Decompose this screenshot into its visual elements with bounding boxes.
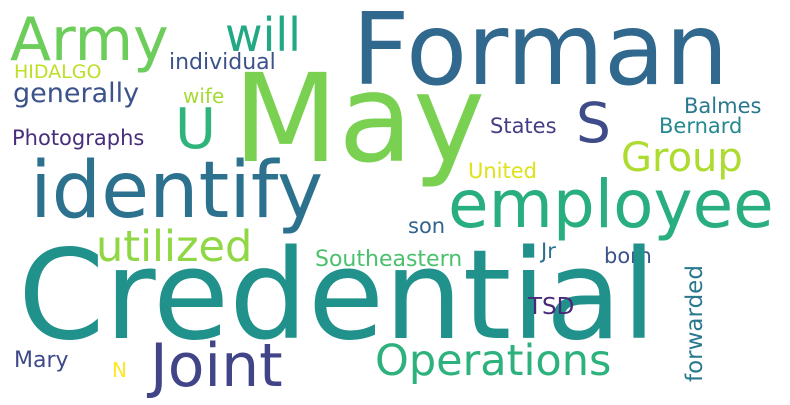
- word-southeastern: Southeastern: [315, 247, 463, 272]
- word-wife: wife: [183, 84, 225, 108]
- word-n: N: [112, 358, 127, 382]
- word-states: States: [490, 114, 557, 138]
- word-identify: identify: [30, 146, 324, 236]
- word-individual: individual: [169, 50, 276, 75]
- word-born: born: [604, 244, 652, 268]
- word-united: United: [468, 159, 537, 183]
- word-joint: Joint: [150, 331, 283, 401]
- word-group: Group: [621, 135, 743, 181]
- word-employee: employee: [448, 166, 774, 243]
- word-generally: generally: [13, 78, 140, 109]
- word-will: will: [225, 8, 301, 62]
- word-utilized: utilized: [96, 222, 253, 272]
- word-balmes: Balmes: [684, 94, 762, 118]
- word-forman: Forman: [352, 0, 729, 108]
- word-jr: Jr: [541, 239, 556, 263]
- word-credential: Credential: [18, 224, 657, 368]
- word-hidalgo: HIDALGO: [14, 61, 102, 83]
- word-army: Army: [10, 5, 169, 75]
- word-s: S: [576, 91, 611, 155]
- word-mary: Mary: [14, 348, 69, 373]
- word-bernard: Bernard: [659, 114, 743, 138]
- word-may: May: [233, 48, 486, 190]
- word-forwarded: forwarded: [682, 265, 708, 382]
- word-photographs: Photographs: [12, 126, 145, 150]
- word-son: son: [408, 214, 446, 238]
- word-operations: Operations: [375, 336, 612, 386]
- word-u: U: [175, 97, 216, 162]
- word-tsd: TSD: [528, 294, 575, 320]
